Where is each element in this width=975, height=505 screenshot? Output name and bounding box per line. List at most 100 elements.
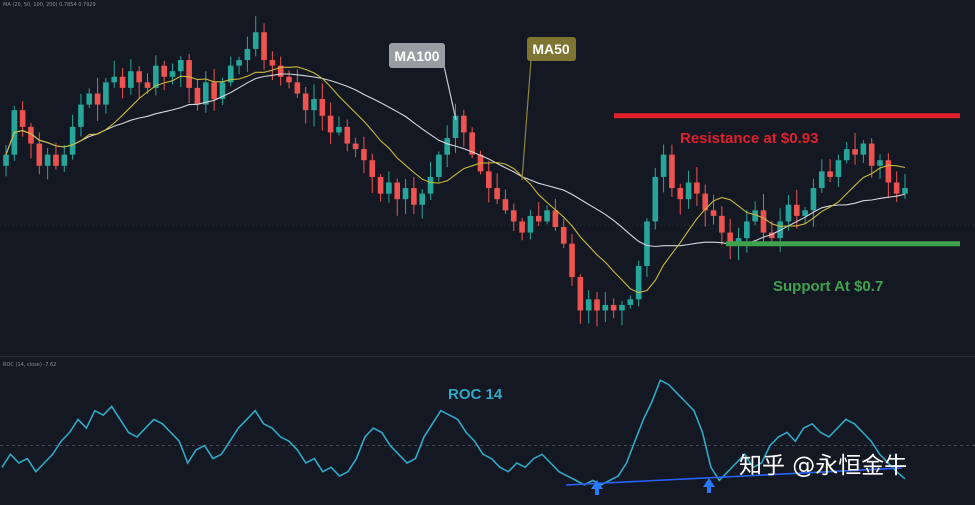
candle-body: [669, 154, 675, 189]
candle-body: [361, 149, 367, 161]
divergence-arrow-1: [591, 480, 603, 495]
candle-body: [277, 65, 284, 77]
candle-body: [153, 65, 159, 88]
candle-body: [219, 82, 226, 100]
candle-body: [202, 82, 209, 105]
candlestick-series: [3, 16, 908, 327]
candle-body: [694, 182, 700, 194]
candle-body: [36, 143, 43, 166]
roc-title: ROC 14: [448, 386, 503, 403]
candle-body: [319, 99, 326, 116]
ma50-label-box: [527, 37, 576, 61]
candle-body: [619, 304, 625, 311]
candle-body: [569, 243, 575, 278]
roc-header: ROC (14, close) -7.62: [3, 362, 56, 368]
candle-body: [594, 299, 600, 311]
candle-body: [352, 143, 359, 150]
ma100-line: [5, 73, 906, 248]
candle-body: [677, 188, 684, 200]
ma100-callout: MA100: [389, 43, 457, 121]
candle-body: [78, 104, 84, 127]
candle-body: [94, 93, 101, 105]
candle-body: [119, 76, 126, 88]
ma100-label: MA100: [394, 48, 439, 64]
candle-body: [860, 143, 867, 155]
candle-body: [128, 71, 134, 88]
candle-body: [436, 154, 442, 177]
candle-body: [44, 154, 51, 166]
candle-body: [610, 304, 617, 311]
candle-body: [502, 199, 509, 211]
up-arrow-icon: [703, 478, 715, 493]
candle-body: [827, 171, 833, 177]
ma50-pointer: [521, 59, 532, 181]
candle-body: [161, 65, 167, 77]
candle-body: [885, 160, 892, 183]
candle-body: [144, 82, 151, 88]
candle-body: [843, 149, 850, 161]
candle-body: [485, 171, 492, 189]
candle-body: [627, 299, 634, 305]
candle-body: [344, 126, 351, 144]
candle-body: [544, 210, 550, 222]
watermark: 知乎 @永恒金牛: [739, 453, 907, 479]
candle-body: [103, 82, 109, 105]
candle-body: [136, 71, 142, 83]
ma50-label: MA50: [532, 41, 570, 57]
candle-body: [261, 32, 267, 61]
roc-panel: [0, 357, 975, 505]
ma50-line: [5, 66, 906, 294]
candle-body: [252, 32, 259, 49]
candle-body: [719, 215, 725, 233]
candle-body: [53, 154, 59, 166]
candle-body: [560, 227, 567, 244]
resistance-label: Resistance at $0.93: [680, 130, 818, 147]
candle-body: [652, 176, 659, 222]
candle-body: [810, 188, 817, 211]
candle-body: [552, 210, 559, 228]
candle-body: [86, 93, 93, 105]
candle-body: [269, 60, 276, 66]
candle-body: [178, 60, 184, 72]
candle-body: [744, 221, 750, 239]
candle-body: [369, 160, 376, 177]
candle-body: [444, 137, 450, 155]
candle-body: [710, 210, 717, 216]
candle-body: [735, 238, 742, 244]
support-label: Support At $0.7: [773, 278, 883, 295]
up-arrow-icon: [591, 480, 603, 495]
candle-body: [660, 154, 667, 177]
candle-body: [835, 160, 842, 177]
candle-body: [286, 76, 292, 83]
candle-body: [760, 210, 767, 233]
candle-body: [327, 115, 334, 133]
candle-body: [244, 48, 251, 61]
candle-body: [635, 265, 642, 300]
candle-body: [685, 182, 692, 200]
candle-body: [311, 99, 317, 111]
candle-body: [211, 82, 217, 100]
candle-body: [294, 82, 301, 94]
candle-body: [793, 204, 800, 216]
candle-body: [510, 210, 517, 222]
candle-body: [461, 115, 467, 133]
candle-body: [577, 277, 584, 311]
candle-body: [69, 126, 76, 155]
candle-body: [644, 221, 650, 266]
roc-line: [1, 379, 906, 486]
candle-body: [302, 93, 309, 111]
candle-body: [28, 126, 34, 144]
candle-body: [336, 126, 342, 133]
candle-body: [877, 160, 883, 166]
candle-body: [469, 132, 475, 155]
candle-body: [818, 171, 825, 189]
candle-body: [402, 188, 409, 200]
candle-body: [902, 188, 908, 194]
price-header: MA (20, 50, 100, 200) 0.7854 0.7929: [3, 2, 96, 8]
candle-body: [602, 304, 609, 311]
candle-body: [535, 215, 542, 222]
candle-body: [227, 65, 234, 83]
candle-body: [769, 232, 775, 239]
candle-body: [411, 188, 417, 205]
divergence-arrow-2: [703, 478, 715, 493]
